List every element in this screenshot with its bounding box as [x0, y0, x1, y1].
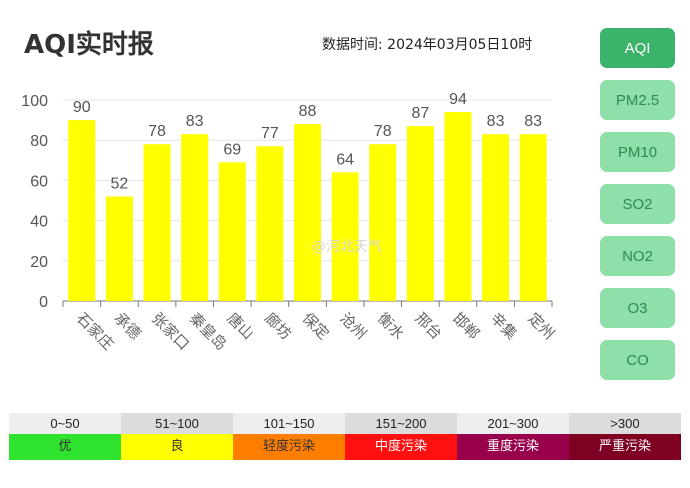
legend-range: >300 — [569, 413, 681, 434]
metric-button-co[interactable]: CO — [600, 340, 675, 380]
y-tick-label: 100 — [21, 93, 48, 110]
bar — [331, 172, 359, 301]
legend-range: 101~150 — [233, 413, 345, 434]
page-title: AQI实时报 — [24, 30, 154, 60]
x-category-label: 定州 — [524, 309, 558, 343]
legend-range: 51~100 — [121, 413, 233, 434]
metric-button-o3[interactable]: O3 — [600, 288, 675, 328]
x-category-label: 邢台 — [412, 309, 446, 343]
metric-button-aqi[interactable]: AQI — [600, 28, 675, 68]
x-category-label: 衡水 — [374, 309, 408, 343]
aqi-legend: 0~50 51~100 101~150 151~200 201~300 >300 优良轻度… — [9, 413, 681, 460]
bar — [519, 134, 547, 301]
bar-value-label: 83 — [487, 113, 505, 130]
bar-value-label: 64 — [336, 151, 354, 168]
bar-value-label: 78 — [374, 123, 392, 140]
bar-value-label: 52 — [111, 175, 129, 192]
bar-value-label: 94 — [449, 91, 467, 108]
x-category-label: 辛集 — [487, 309, 521, 343]
x-category-label: 秦皇岛 — [186, 309, 231, 354]
y-tick-label: 60 — [30, 173, 48, 190]
bar-value-label: 78 — [148, 123, 166, 140]
bar-value-label: 87 — [411, 105, 429, 122]
bar-value-label: 83 — [524, 113, 542, 130]
x-category-label: 廊坊 — [261, 309, 295, 343]
x-category-label: 邯郸 — [449, 309, 483, 343]
bar-value-label: 77 — [261, 125, 279, 142]
legend-level: 中度污染 — [345, 434, 457, 460]
bar — [218, 162, 246, 301]
bar — [294, 124, 321, 302]
timestamp: 数据时间: 2024年03月05日10时 — [322, 37, 533, 53]
legend-level: 良 — [121, 434, 233, 460]
legend-range: 201~300 — [457, 413, 569, 434]
legend-level: 严重污染 — [569, 434, 681, 460]
bar — [105, 196, 133, 301]
bar — [143, 144, 171, 301]
y-tick-label: 20 — [30, 254, 48, 271]
bar — [181, 134, 209, 301]
bar-value-label: 69 — [223, 141, 241, 158]
x-category-label: 保定 — [299, 309, 333, 343]
legend-range: 151~200 — [345, 413, 457, 434]
bar — [68, 120, 96, 301]
legend-level: 优 — [9, 434, 121, 460]
legend-level: 重度污染 — [457, 434, 569, 460]
bar — [369, 144, 397, 301]
watermark: @河北天气 — [312, 239, 382, 255]
metric-button-no2[interactable]: NO2 — [600, 236, 675, 276]
metric-button-pm25[interactable]: PM2.5 — [600, 80, 675, 120]
y-tick-label: 80 — [30, 133, 48, 150]
bar-value-label: 90 — [73, 99, 91, 116]
x-category-label: 张家口 — [148, 309, 193, 354]
x-category-label: 石家庄 — [73, 309, 118, 354]
bar-value-label: 83 — [186, 113, 204, 130]
legend-level: 轻度污染 — [233, 434, 345, 460]
bar — [406, 126, 434, 301]
y-tick-label: 0 — [39, 294, 48, 311]
bar — [482, 134, 510, 301]
metric-button-pm10[interactable]: PM10 — [600, 132, 675, 172]
bar — [256, 146, 284, 301]
y-tick-label: 40 — [30, 214, 48, 231]
bar-value-label: 88 — [299, 103, 317, 120]
bar — [444, 112, 472, 301]
legend-range: 0~50 — [9, 413, 121, 434]
metric-button-so2[interactable]: SO2 — [600, 184, 675, 224]
x-category-label: 沧州 — [336, 309, 370, 343]
